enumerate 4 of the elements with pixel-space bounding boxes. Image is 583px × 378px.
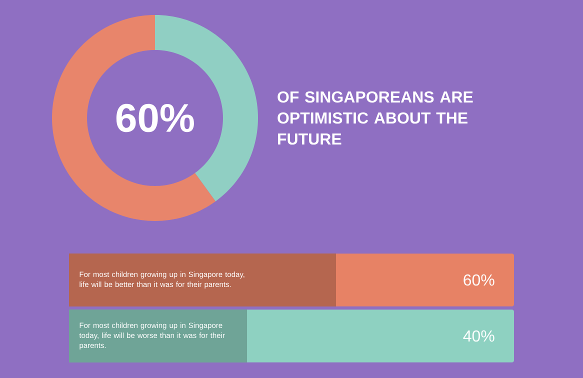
text: 60% [116, 104, 194, 132]
text: OF SINGAPOREANS ARE OPTIMISTIC ABOUT THE FUTURE [278, 91, 473, 145]
data-label: 40% [463, 330, 494, 342]
data-label: 60% [464, 274, 494, 286]
